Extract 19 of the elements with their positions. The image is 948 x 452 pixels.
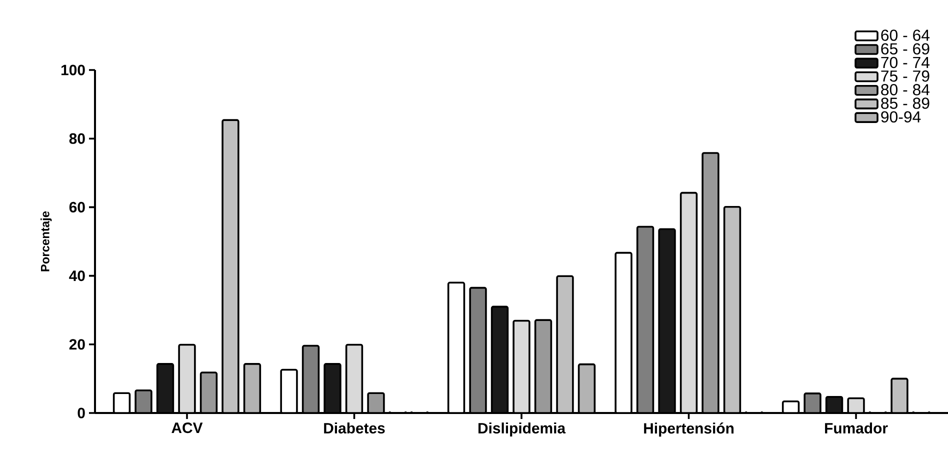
legend-label: 90-94: [881, 111, 921, 123]
x-tick-label: Hipertensión: [644, 422, 734, 437]
legend-label: 80 - 84: [881, 84, 930, 96]
x-tick-label: ACV: [172, 422, 203, 434]
y-tick-label: 100: [61, 64, 85, 76]
y-tick-label: 80: [69, 133, 85, 144]
y-tick-label: 0: [78, 408, 85, 418]
y-tick-label: 60: [69, 202, 85, 212]
x-tick-label: Fumador: [825, 422, 888, 434]
legend-label: 60 - 64: [881, 30, 930, 41]
y-tick-label: 20: [69, 339, 85, 350]
legend-label: 65 - 69: [881, 43, 930, 54]
legend-label: 70 - 74: [881, 56, 930, 68]
y-tick-label: 40: [69, 270, 85, 282]
legend-label: 75 - 79: [881, 70, 930, 82]
legend-label: 85 - 89: [881, 98, 930, 109]
x-tick-label: Diabetes: [324, 422, 385, 434]
x-tick-label: Dislipidemia: [478, 422, 566, 436]
y-axis-title: Porcentaje: [40, 211, 52, 272]
